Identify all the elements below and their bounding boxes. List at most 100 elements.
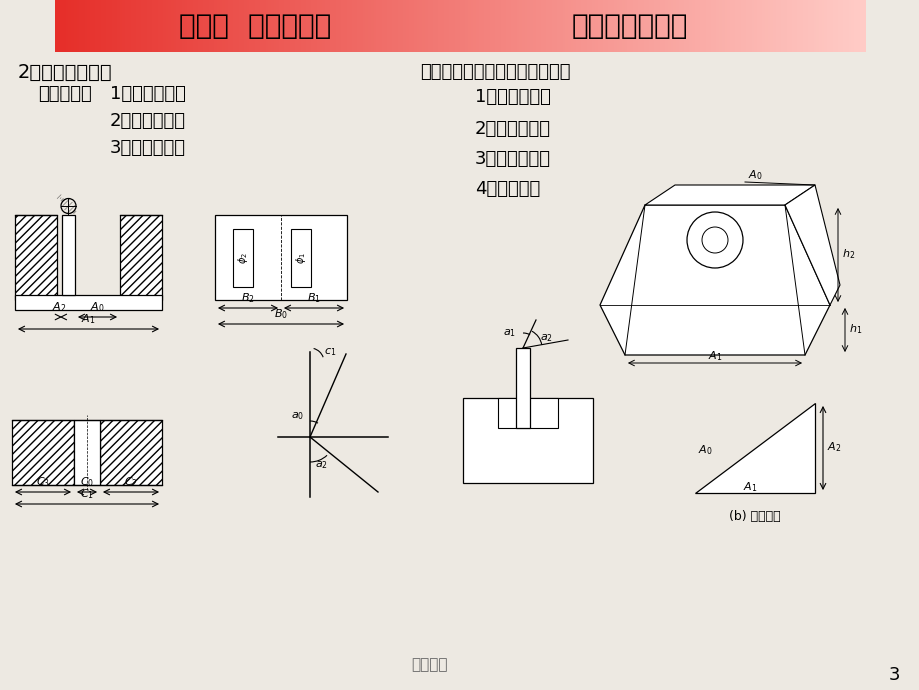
Bar — [684, 0, 687, 52]
Bar — [411, 0, 414, 52]
Bar — [195, 0, 199, 52]
Bar — [646, 0, 650, 52]
Bar — [791, 0, 795, 52]
Bar — [306, 0, 310, 52]
Bar — [82, 0, 85, 52]
Bar — [147, 0, 151, 52]
Bar — [624, 0, 628, 52]
Bar — [61, 0, 64, 52]
Text: $A_1$: $A_1$ — [707, 349, 721, 363]
Bar — [834, 0, 838, 52]
Bar — [621, 0, 625, 52]
Bar — [405, 0, 409, 52]
Bar — [292, 0, 296, 52]
Bar — [770, 0, 774, 52]
Bar — [274, 0, 278, 52]
Bar — [818, 0, 822, 52]
Bar — [198, 0, 201, 52]
Bar — [589, 0, 593, 52]
Bar — [436, 0, 439, 52]
Bar — [395, 0, 399, 52]
Text: $c_1$: $c_1$ — [323, 346, 335, 358]
Text: (b) 尺寸链图: (b) 尺寸链图 — [729, 510, 780, 523]
Bar — [610, 0, 614, 52]
Bar — [648, 0, 652, 52]
Bar — [152, 0, 155, 52]
Bar — [235, 0, 239, 52]
Bar — [554, 0, 558, 52]
Bar — [76, 0, 80, 52]
Bar — [66, 0, 70, 52]
Bar — [573, 0, 576, 52]
Bar — [276, 0, 279, 52]
Text: $B_2$: $B_2$ — [241, 291, 255, 305]
Text: $A_2$: $A_2$ — [52, 300, 66, 314]
Bar — [125, 0, 129, 52]
Bar — [737, 0, 741, 52]
Bar — [165, 0, 169, 52]
Bar — [745, 0, 749, 52]
Bar — [500, 0, 504, 52]
Bar — [284, 0, 288, 52]
Bar — [775, 0, 778, 52]
Bar — [362, 0, 366, 52]
Circle shape — [686, 212, 743, 268]
Text: 1）装配尺寸链: 1）装配尺寸链 — [110, 85, 186, 103]
Text: 3）工艺尺寸链: 3）工艺尺寸链 — [110, 139, 186, 157]
Bar — [289, 0, 293, 52]
Bar — [244, 0, 247, 52]
Bar — [551, 0, 555, 52]
Bar — [324, 0, 328, 52]
Bar — [808, 0, 811, 52]
Bar — [454, 0, 458, 52]
Text: $A_0$: $A_0$ — [698, 443, 712, 457]
Bar — [376, 0, 380, 52]
Bar — [632, 0, 636, 52]
Bar — [400, 0, 403, 52]
Text: $A_1$: $A_1$ — [742, 480, 756, 494]
Bar — [341, 0, 345, 52]
Text: $\phi_2$: $\phi_2$ — [236, 252, 250, 264]
Text: $a_2$: $a_2$ — [539, 332, 552, 344]
Bar — [214, 0, 218, 52]
Bar — [419, 0, 423, 52]
Text: $C_2$: $C_2$ — [124, 475, 138, 489]
Text: 第二章  工艺尺寸链: 第二章 工艺尺寸链 — [178, 12, 331, 40]
Bar — [538, 0, 541, 52]
Bar — [160, 0, 164, 52]
Bar — [144, 0, 148, 52]
Bar — [800, 0, 803, 52]
Bar — [257, 0, 261, 52]
Bar — [192, 0, 196, 52]
Bar — [597, 0, 601, 52]
Bar — [309, 0, 312, 52]
Bar — [765, 0, 768, 52]
Text: $a_0$: $a_0$ — [291, 410, 304, 422]
Bar — [524, 0, 528, 52]
Text: $A_2$: $A_2$ — [826, 440, 841, 454]
Bar — [514, 0, 517, 52]
Bar — [98, 0, 102, 52]
Text: 第一节基本概念: 第一节基本概念 — [572, 12, 687, 40]
Bar — [373, 0, 377, 52]
Bar — [228, 0, 232, 52]
Text: $a_2$: $a_2$ — [314, 459, 327, 471]
Bar — [290, 229, 311, 287]
Text: $C_3$: $C_3$ — [36, 475, 50, 489]
Bar — [595, 0, 598, 52]
Bar — [430, 0, 434, 52]
Bar — [821, 0, 824, 52]
Bar — [638, 0, 641, 52]
Bar — [312, 0, 315, 52]
Bar — [460, 0, 463, 52]
Text: $\phi_1$: $\phi_1$ — [294, 252, 308, 264]
Bar — [365, 0, 369, 52]
Bar — [390, 0, 393, 52]
Bar — [133, 0, 137, 52]
Bar — [122, 0, 126, 52]
Bar — [705, 0, 709, 52]
Bar — [185, 0, 188, 52]
Text: $C_1$: $C_1$ — [80, 487, 94, 501]
Bar — [843, 0, 846, 52]
Bar — [238, 0, 242, 52]
